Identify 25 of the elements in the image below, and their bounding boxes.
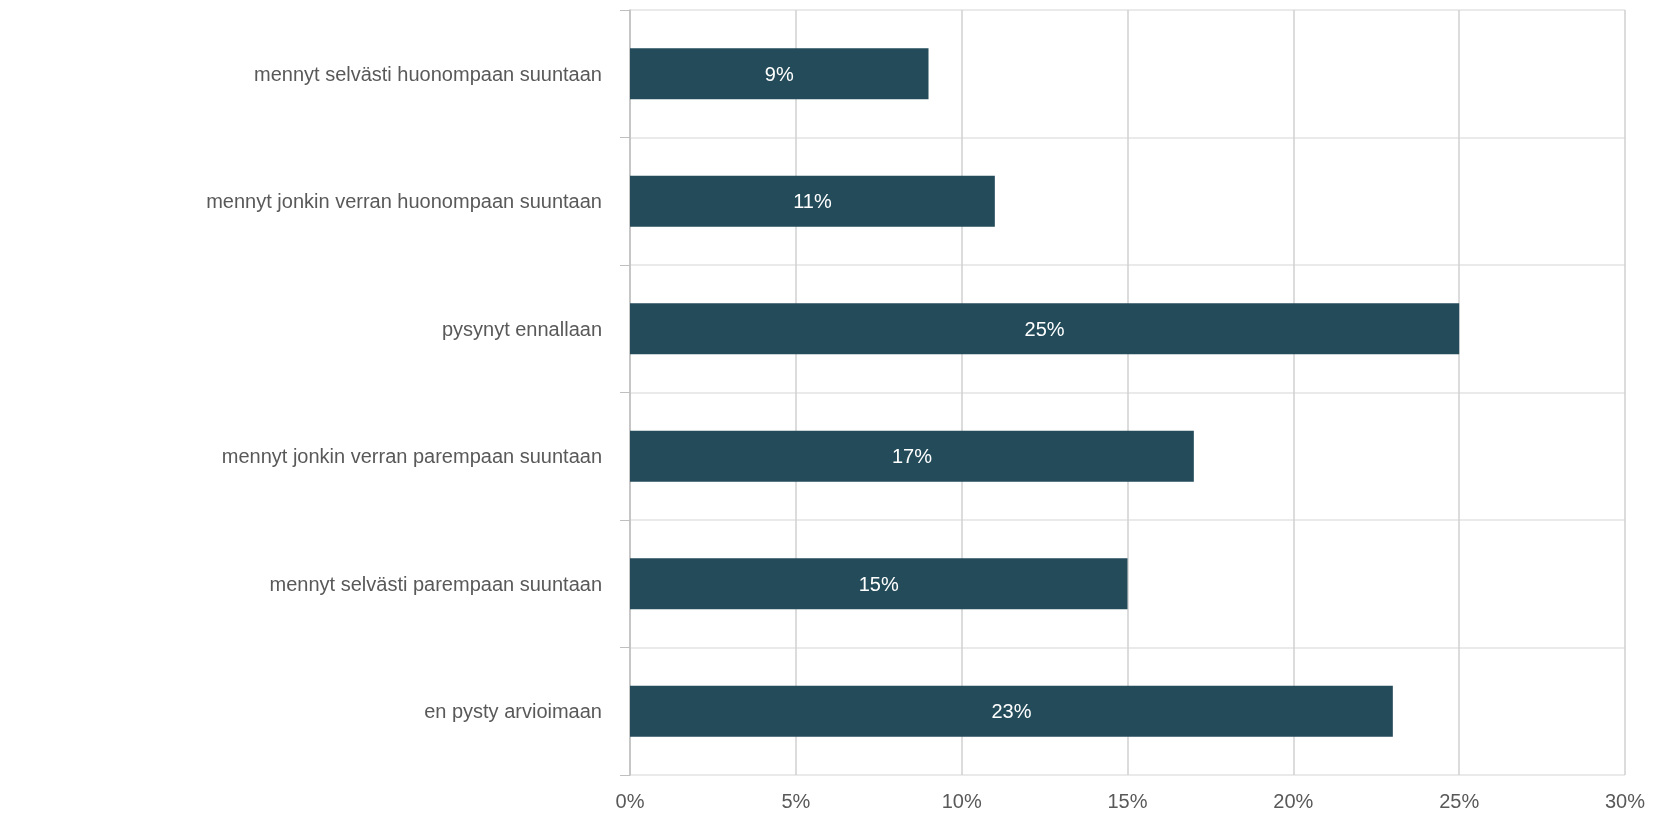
data-label: 15% [858, 572, 899, 595]
x-tick-label: 5% [781, 790, 811, 812]
y-tick-label: en pysty arvioimaan [424, 700, 602, 723]
y-tick-label: mennyt selvästi parempaan suuntaan [269, 572, 602, 595]
bar [630, 430, 1194, 482]
x-tick-label: 30% [1604, 790, 1646, 812]
bar [630, 558, 1128, 610]
bar [630, 48, 929, 100]
y-tick-label: mennyt jonkin verran parempaan suuntaan [221, 445, 602, 468]
x-tick-label: 20% [1273, 790, 1314, 812]
x-tick-label: 0% [615, 790, 645, 812]
bar [630, 685, 1393, 737]
data-label: 17% [891, 445, 933, 468]
data-label: 25% [1024, 317, 1065, 340]
data-label: 23% [991, 700, 1032, 723]
x-tick-label: 10% [941, 790, 982, 812]
bar [630, 175, 995, 227]
y-tick-label: mennyt jonkin verran huonompaan suuntaan [206, 190, 602, 213]
x-tick-label: 25% [1439, 790, 1480, 812]
data-label: 11% [793, 190, 832, 213]
y-tick-label: pysynyt ennallaan [441, 317, 602, 340]
bar [630, 303, 1460, 355]
data-label: 9% [764, 62, 794, 85]
x-tick-label: 15% [1107, 790, 1148, 812]
y-tick-label: mennyt selvästi huonompaan suuntaan [253, 62, 602, 85]
